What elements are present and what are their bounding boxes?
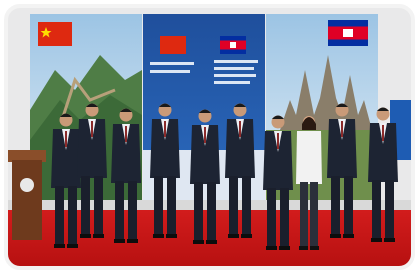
photo [0,0,419,275]
scene [6,6,419,270]
angkor-icon [230,42,236,48]
page [0,0,419,275]
china-flag-small [160,36,186,54]
podium [12,160,42,240]
podium-emblem [20,178,34,192]
china-flag [38,22,72,46]
flag-temple [343,29,353,37]
